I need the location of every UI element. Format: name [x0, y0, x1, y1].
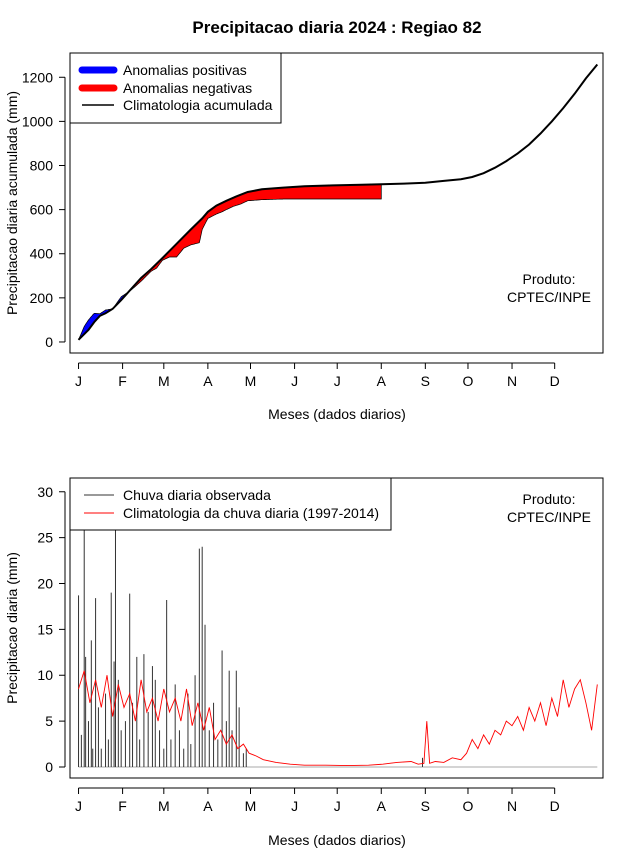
top-x-tick-label: M [158, 373, 170, 389]
legend-climatology-label: Climatologia acumulada [123, 97, 273, 113]
climatology-cumulative-line [77, 63, 599, 341]
top-x-tick-label: F [118, 373, 127, 389]
chart-title: Precipitacao diaria 2024 : Regiao 82 [192, 18, 481, 37]
bottom-legend-box [69, 477, 392, 531]
top-legend: Anomalias positivas Anomalias negativas … [69, 52, 282, 124]
bot-y-tick-label: 30 [37, 484, 53, 500]
bot-x-tick-label: F [118, 798, 127, 814]
legend-observed-label: Chuva diaria observada [123, 487, 271, 503]
bot-x-tick-label: J [334, 798, 341, 814]
top-x-tick-label: A [377, 373, 387, 389]
legend-negative-label: Anomalias negativas [123, 80, 252, 96]
bottom-panel: 0 5 10 15 20 25 30 J F M A M J J A S O N D Meses (dados d… [4, 477, 604, 848]
bot-y-tick-label: 10 [37, 667, 53, 683]
top-x-tick-label: J [334, 373, 341, 389]
top-x-tick-label: O [463, 373, 474, 389]
top-plot-frame [69, 52, 604, 354]
top-y-tick-label: 600 [30, 202, 54, 218]
bot-y-tick-label: 15 [37, 621, 53, 637]
legend-clim-daily-label: Climatologia da chuva diaria (1997-2014) [123, 505, 379, 521]
bottom-legend: Chuva diaria observada Climatologia da c… [69, 477, 392, 531]
top-x-tick-label: D [550, 373, 560, 389]
bottom-y-axis: 0 5 10 15 20 25 30 [37, 484, 66, 775]
observed-daily-bars [78, 521, 598, 768]
bot-x-tick-label: J [291, 798, 298, 814]
top-x-tick-label: S [421, 373, 430, 389]
climatology-daily-line [78, 670, 598, 767]
top-product-note-line1: Produto: [523, 271, 576, 287]
bot-x-tick-label: A [377, 798, 387, 814]
bottom-y-axis-title: Precipitacao diaria (mm) [4, 552, 20, 704]
bottom-product-note-line1: Produto: [523, 491, 576, 507]
top-x-tick-label: N [507, 373, 517, 389]
bottom-product-note-line2: CPTEC/INPE [507, 509, 591, 525]
bot-y-tick-label: 0 [45, 759, 53, 775]
bot-x-tick-label: O [463, 798, 474, 814]
top-x-axis-title: Meses (dados diarios) [268, 406, 406, 422]
top-y-tick-label: 800 [30, 158, 54, 174]
bot-y-tick-label: 25 [37, 530, 53, 546]
bot-x-tick-label: D [550, 798, 560, 814]
top-panel: 0 200 400 600 800 1000 1200 J F M A M J J A S O N D Meses… [4, 52, 604, 422]
top-product-note-line2: CPTEC/INPE [507, 289, 591, 305]
bot-y-tick-label: 5 [45, 713, 53, 729]
top-y-tick-label: 1200 [22, 69, 53, 85]
bottom-x-axis-title: Meses (dados diarios) [268, 832, 406, 848]
bot-x-tick-label: N [507, 798, 517, 814]
bot-x-tick-label: J [75, 798, 82, 814]
bot-x-tick-label: M [158, 798, 170, 814]
top-x-tick-label: A [203, 373, 213, 389]
top-y-tick-label: 0 [45, 334, 53, 350]
bot-y-tick-label: 20 [37, 576, 53, 592]
top-y-tick-label: 1000 [22, 113, 53, 129]
bot-x-tick-label: A [203, 798, 213, 814]
legend-positive-label: Anomalias positivas [123, 62, 247, 78]
bot-x-tick-label: S [421, 798, 430, 814]
top-x-tick-label: M [245, 373, 257, 389]
bot-x-tick-label: M [245, 798, 257, 814]
top-x-tick-label: J [291, 373, 298, 389]
top-y-tick-label: 200 [30, 290, 54, 306]
top-y-axis-title: Precipitacao diaria acumulada (mm) [4, 91, 20, 315]
top-y-tick-label: 400 [30, 246, 54, 262]
top-y-axis: 0 200 400 600 800 1000 1200 [22, 69, 66, 350]
top-x-tick-label: J [75, 373, 82, 389]
